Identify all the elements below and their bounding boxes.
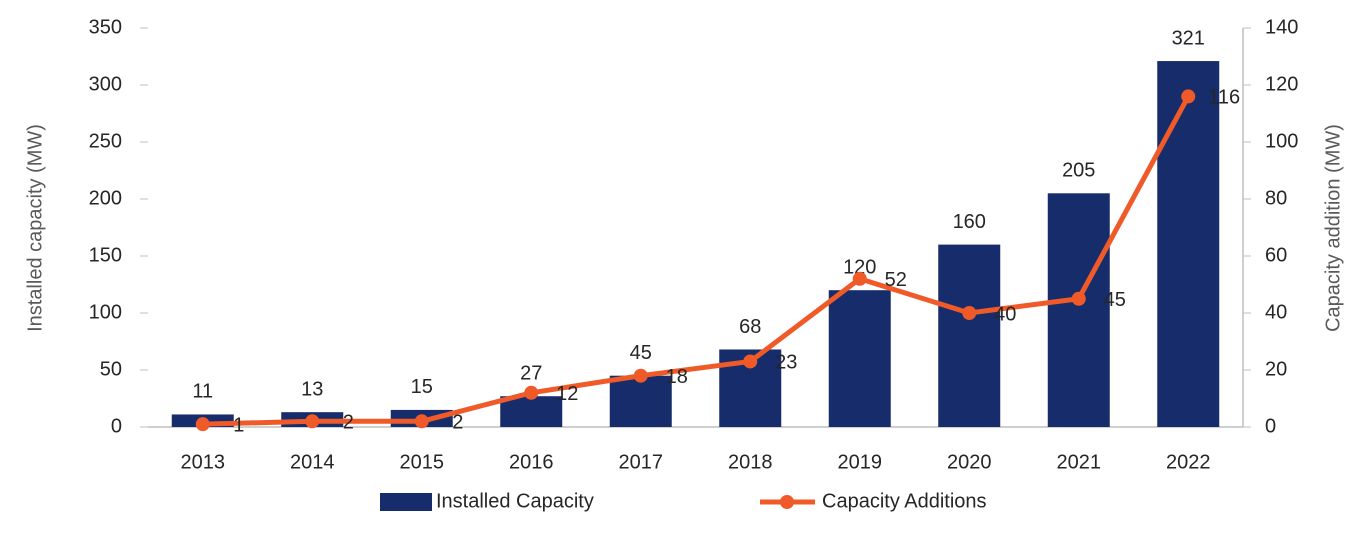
line-marker xyxy=(962,306,977,320)
x-tick-label: 2022 xyxy=(1166,451,1211,473)
bar-value-label: 120 xyxy=(843,256,876,278)
x-tick-label: 2015 xyxy=(400,451,445,473)
x-tick-label: 2021 xyxy=(1057,451,1102,473)
line-marker xyxy=(195,417,210,432)
line-value-label: 12 xyxy=(556,383,578,405)
y2-tick-label: 120 xyxy=(1265,73,1298,95)
y-tick-label: 300 xyxy=(89,73,122,95)
line xyxy=(202,95,1191,427)
legend-swatch xyxy=(380,493,432,511)
bar-value-label: 15 xyxy=(411,376,433,398)
y2-tick-label: 140 xyxy=(1265,16,1298,38)
x-tick-label: 2014 xyxy=(290,451,335,473)
bar-value-label: 205 xyxy=(1062,160,1095,182)
line-marker xyxy=(305,414,320,429)
x-tick-label: 2017 xyxy=(619,451,664,473)
x-tick-label: 2019 xyxy=(838,451,883,473)
bar xyxy=(500,396,563,427)
y2-tick-label: 20 xyxy=(1265,358,1287,380)
line-value-label: 52 xyxy=(885,269,907,291)
line-marker xyxy=(1181,89,1196,104)
x-tick-label: 2013 xyxy=(181,451,226,473)
line-marker xyxy=(633,368,648,383)
bar-value-label: 13 xyxy=(301,378,323,400)
y-tick-label: 0 xyxy=(111,415,122,437)
bar xyxy=(938,244,1001,427)
y-tick-label: 250 xyxy=(89,130,122,152)
bar-value-label: 11 xyxy=(192,381,213,403)
line-value-label: 18 xyxy=(666,366,688,388)
y-tick-label: 200 xyxy=(89,187,122,209)
legend-label: Capacity Additions xyxy=(822,490,987,512)
bar-value-label: 160 xyxy=(953,211,986,233)
legend-label: Installed Capacity xyxy=(436,490,594,512)
legend-swatch-marker xyxy=(780,495,794,509)
bar xyxy=(828,290,891,427)
y-tick-label: 100 xyxy=(89,301,122,323)
y-tick-label: 150 xyxy=(89,244,122,266)
line-marker xyxy=(1071,291,1086,306)
y-tick-label: 350 xyxy=(89,16,122,38)
y2-tick-label: 60 xyxy=(1265,244,1287,266)
y-axis-title: Installed capacity (MW) xyxy=(24,124,46,332)
y2-tick-label: 80 xyxy=(1265,187,1287,209)
y2-tick-label: 0 xyxy=(1265,415,1276,437)
bar-value-label: 321 xyxy=(1172,27,1205,49)
bar-value-label: 45 xyxy=(630,342,652,364)
y2-tick-label: 100 xyxy=(1265,130,1298,152)
bar xyxy=(1157,61,1220,428)
bar-value-label: 68 xyxy=(739,316,761,338)
line-marker xyxy=(524,385,539,400)
y2-axis-title: Capacity addition (MW) xyxy=(1322,124,1344,332)
bar xyxy=(609,375,672,427)
x-tick-label: 2018 xyxy=(728,451,773,473)
line-value-label: 2 xyxy=(343,412,354,434)
line-value-label: 1 xyxy=(233,414,244,436)
y-tick-label: 50 xyxy=(100,358,122,380)
bar-value-label: 27 xyxy=(520,363,542,385)
y2-tick-label: 40 xyxy=(1265,301,1287,323)
x-tick-label: 2020 xyxy=(947,451,992,473)
line-value-label: 45 xyxy=(1104,289,1126,311)
line-value-label: 116 xyxy=(1208,87,1240,109)
line-value-label: 2 xyxy=(452,412,463,434)
line-value-label: 23 xyxy=(775,352,797,374)
line-marker xyxy=(414,414,429,429)
line-value-label: 40 xyxy=(994,303,1016,325)
line-marker xyxy=(852,271,867,286)
x-tick-label: 2016 xyxy=(509,451,554,473)
line-marker xyxy=(743,354,758,369)
bar xyxy=(1047,193,1110,427)
